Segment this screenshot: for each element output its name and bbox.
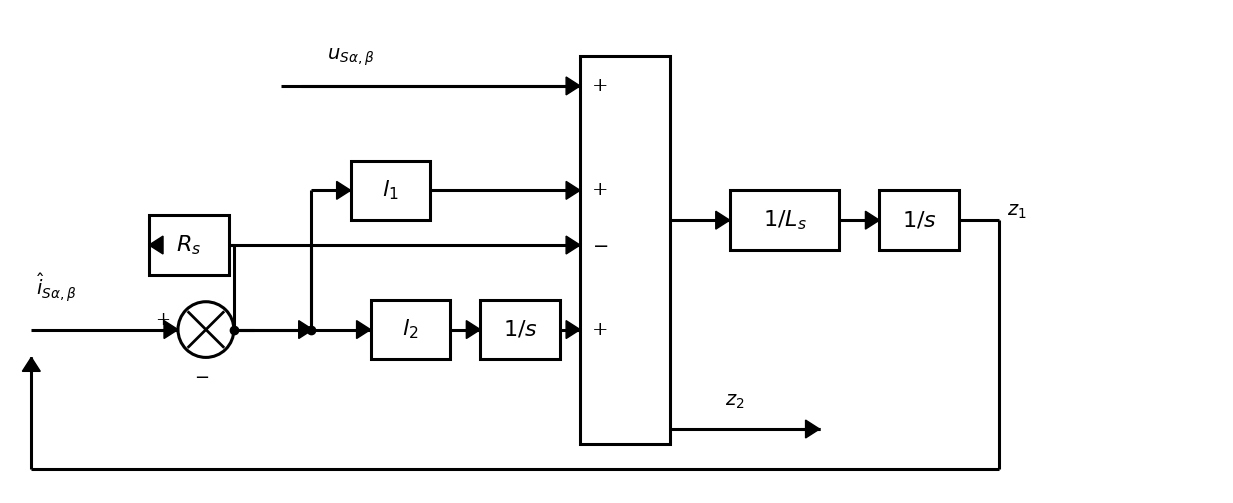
Polygon shape	[805, 420, 820, 438]
Polygon shape	[298, 320, 313, 339]
Text: $\hat{i}_{S\alpha,\beta}$: $\hat{i}_{S\alpha,\beta}$	[36, 272, 76, 304]
Polygon shape	[566, 320, 580, 339]
Bar	[481, 300, 560, 360]
Text: $-$: $-$	[592, 236, 608, 254]
Bar	[580, 56, 670, 444]
Bar	[350, 160, 430, 220]
Text: $1/s$: $1/s$	[901, 209, 937, 231]
Text: $1/s$: $1/s$	[503, 318, 538, 341]
Bar	[879, 190, 959, 250]
Polygon shape	[566, 77, 580, 95]
Text: $l_2$: $l_2$	[402, 318, 419, 342]
Text: +: +	[592, 182, 609, 199]
Text: $l_1$: $l_1$	[382, 179, 398, 202]
Bar	[371, 300, 450, 360]
Text: +: +	[155, 311, 170, 328]
Polygon shape	[22, 358, 41, 371]
Polygon shape	[356, 320, 371, 339]
Polygon shape	[866, 211, 879, 229]
Polygon shape	[149, 236, 163, 254]
Circle shape	[178, 302, 234, 358]
Polygon shape	[466, 320, 481, 339]
Text: $-$: $-$	[195, 367, 210, 385]
Text: $R_s$: $R_s$	[176, 233, 201, 257]
Bar	[149, 215, 229, 275]
Polygon shape	[566, 236, 580, 254]
Text: +: +	[592, 320, 609, 339]
Polygon shape	[716, 211, 730, 229]
Polygon shape	[164, 320, 178, 339]
Polygon shape	[566, 182, 580, 199]
Text: $z_2$: $z_2$	[725, 393, 745, 411]
Text: $z_1$: $z_1$	[1007, 203, 1027, 221]
Polygon shape	[337, 182, 350, 199]
Text: $u_{S\alpha,\beta}$: $u_{S\alpha,\beta}$	[327, 46, 375, 68]
Bar	[730, 190, 840, 250]
Text: +: +	[592, 77, 609, 95]
Text: $1/L_s$: $1/L_s$	[763, 208, 806, 232]
